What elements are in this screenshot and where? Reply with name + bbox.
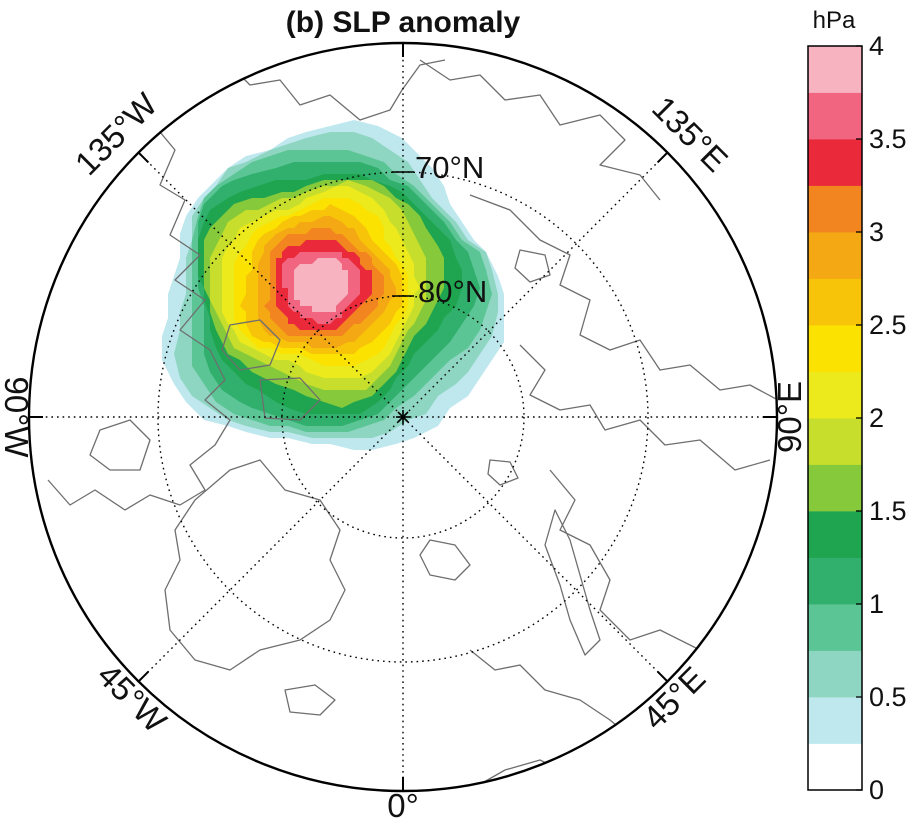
coastline-canada-west bbox=[47, 59, 231, 511]
colorbar-unit: hPa bbox=[813, 7, 856, 34]
lon-label-0: 0° bbox=[387, 787, 419, 822]
coastline-novaya-zemlya bbox=[544, 509, 601, 656]
colorbar-tick-label: 3.5 bbox=[869, 124, 907, 154]
colorbar-swatch bbox=[808, 278, 862, 326]
colorbar: hPa 0 0.5 1 1.5 2 2.5 3 3.5 4 bbox=[807, 7, 907, 805]
coastline-svalbard bbox=[419, 539, 471, 581]
colorbar-tick-label: 3 bbox=[869, 217, 884, 247]
colorbar-swatch bbox=[808, 557, 862, 605]
colorbar-swatch bbox=[808, 418, 862, 465]
colorbar-swatch bbox=[808, 697, 862, 744]
parallel-80n bbox=[281, 295, 525, 539]
polar-map bbox=[27, 41, 779, 793]
anomaly-contour-band bbox=[294, 258, 348, 312]
colorbar-tick-label: 2 bbox=[869, 403, 884, 433]
colorbar-swatch bbox=[808, 46, 862, 93]
north-pole-marker bbox=[396, 410, 410, 424]
lat-label-80n: 80°N bbox=[418, 274, 487, 309]
coastline-archipelago-1 bbox=[221, 319, 281, 371]
coastline-iceland bbox=[284, 684, 336, 716]
coastline-archipelago-2 bbox=[259, 377, 321, 421]
lon-label-90w: 90°W bbox=[0, 376, 35, 458]
coastline-greenland bbox=[164, 459, 346, 671]
slp-anomaly-field bbox=[162, 120, 504, 450]
colorbar-swatch bbox=[808, 604, 862, 651]
frame-ticks bbox=[29, 43, 777, 791]
colorbar-swatches bbox=[808, 46, 862, 791]
colorbar-swatch bbox=[808, 139, 862, 186]
coastline-baffin bbox=[89, 419, 151, 471]
coastline-siberia-north bbox=[469, 194, 777, 401]
colorbar-tick-label: 0.5 bbox=[869, 682, 907, 712]
coastline-taimyr bbox=[519, 344, 771, 471]
colorbar-tick-label: 2.5 bbox=[869, 310, 907, 340]
colorbar-tick-label: 0 bbox=[869, 775, 884, 805]
map-title: (b) SLP anomaly bbox=[286, 6, 521, 39]
coastline-siberia-east bbox=[419, 59, 661, 201]
lat-label-70n: 70°N bbox=[415, 150, 484, 185]
colorbar-swatch bbox=[808, 371, 862, 419]
coastline-alaska bbox=[224, 59, 446, 121]
meridian-135e-45w bbox=[138, 152, 668, 682]
colorbar-ticks: 0 0.5 1 1.5 2 2.5 3 3.5 4 bbox=[856, 31, 907, 805]
colorbar-swatch bbox=[808, 325, 862, 372]
colorbar-swatch bbox=[808, 185, 862, 233]
meridian-135w-45e bbox=[138, 152, 668, 682]
coastline-franz-josef bbox=[487, 459, 519, 486]
colorbar-swatch bbox=[808, 92, 862, 140]
colorbar-swatch bbox=[808, 464, 862, 512]
coastline-new-siberian bbox=[514, 249, 551, 283]
colorbar-swatch bbox=[808, 650, 862, 698]
colorbar-swatch bbox=[808, 743, 862, 791]
colorbar-tick-label: 1.5 bbox=[869, 496, 907, 526]
colorbar-tick-label: 1 bbox=[869, 589, 884, 619]
colorbar-swatch bbox=[808, 511, 862, 558]
lon-label-90e: 90°E bbox=[771, 381, 808, 453]
colorbar-tick-label: 4 bbox=[869, 31, 884, 61]
colorbar-swatch bbox=[808, 232, 862, 279]
